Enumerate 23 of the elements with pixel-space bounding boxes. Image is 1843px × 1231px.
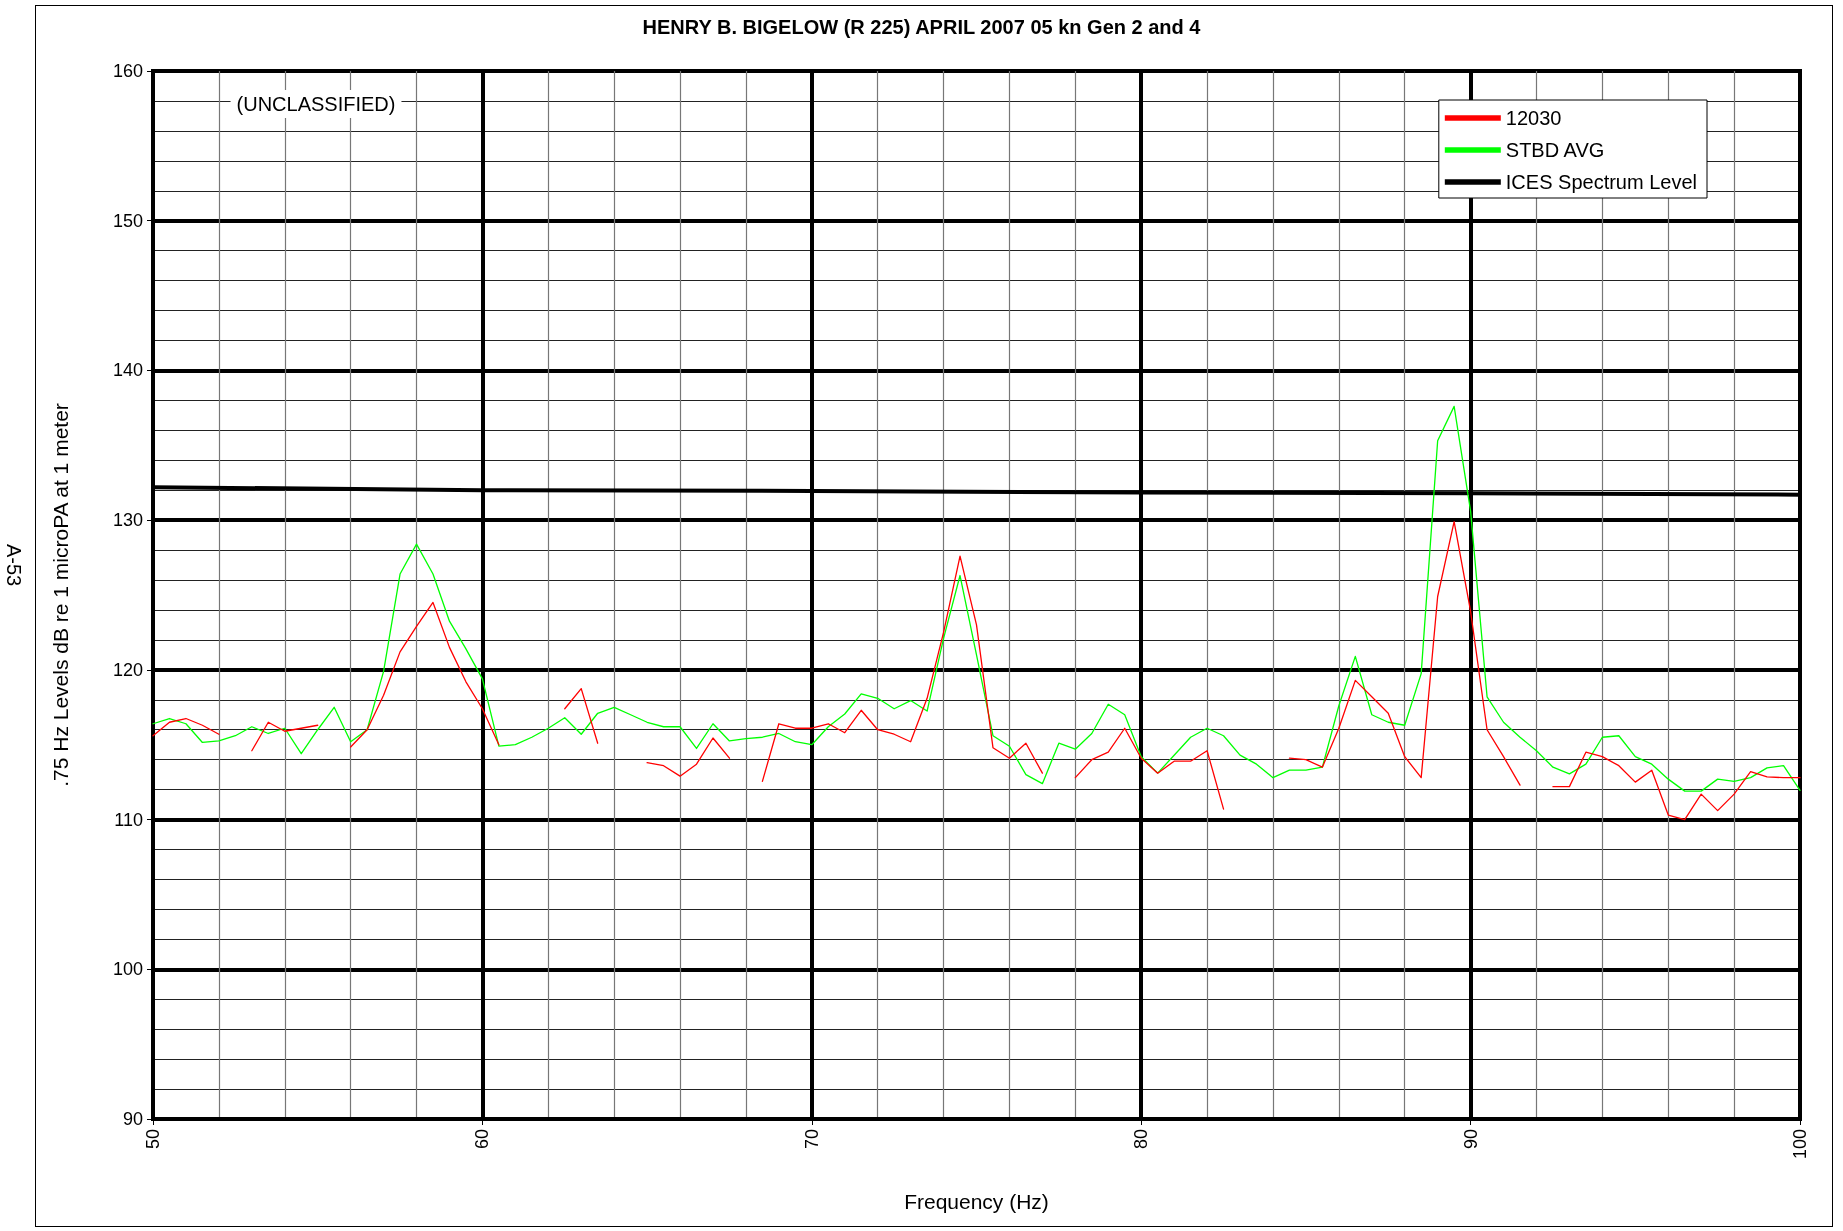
y-tick-label: 160 — [112, 61, 143, 81]
x-tick-label: 90 — [1460, 1129, 1481, 1150]
chart-title: HENRY B. BIGELOW (R 225) APRIL 2007 05 kn Gen 2 and 4 — [642, 16, 1202, 38]
y-tick-label: 110 — [114, 809, 143, 830]
line-series — [152, 405, 1801, 792]
x-axis-title: Frequency (Hz) — [904, 1190, 1049, 1213]
y-tick-label: 150 — [112, 210, 143, 231]
y-tick-label: 140 — [112, 360, 143, 381]
y-tick-label: 100 — [112, 959, 143, 980]
legend-label: STBD AVG — [1505, 139, 1605, 161]
legend-label: 12030 — [1505, 107, 1562, 129]
x-tick-label: 50 — [143, 1129, 163, 1150]
x-tick-label: 70 — [801, 1129, 822, 1150]
y-tick-label: 120 — [112, 659, 143, 680]
y-axis-title: .75 Hz Levels dB re 1 microPA at 1 meter — [49, 403, 72, 787]
x-tick-label: 80 — [1131, 1129, 1152, 1150]
x-tick-label: 100 — [1790, 1129, 1810, 1160]
annotation: (UNCLASSIFIED) — [236, 93, 396, 115]
y-tick-label: 90 — [122, 1109, 143, 1129]
text: A-53 — [3, 543, 25, 587]
y-tick-label: 130 — [112, 510, 143, 531]
x-tick-label: 60 — [472, 1129, 493, 1150]
legend-label: ICES Spectrum Level — [1505, 171, 1698, 193]
